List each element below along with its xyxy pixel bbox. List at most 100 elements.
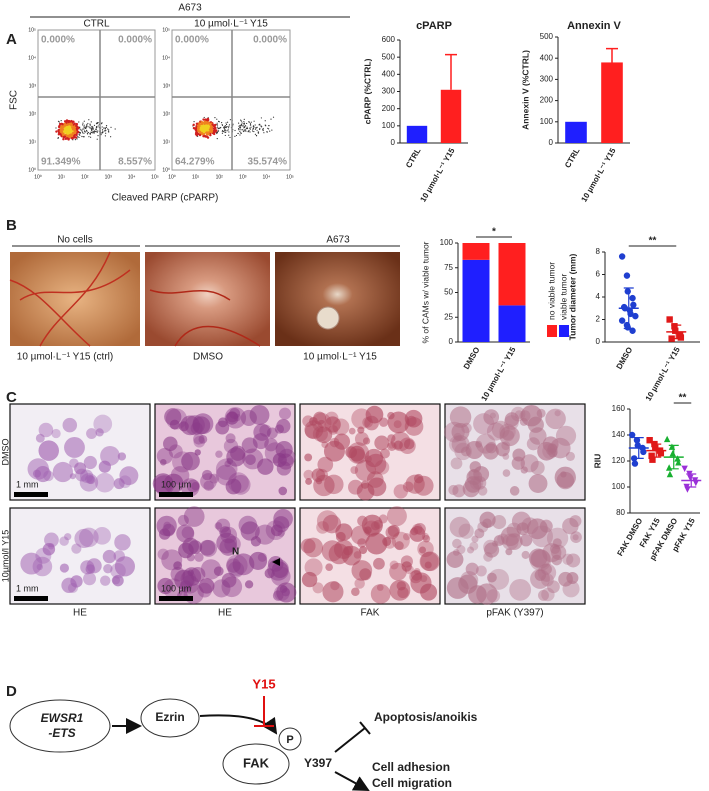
event-dot [66,134,69,138]
event-dot [202,118,205,121]
event-dot [83,120,85,122]
event-dot [222,130,224,132]
column-label: FAK [361,608,380,619]
point [628,431,636,439]
tissue [357,426,365,434]
tissue [303,537,324,558]
node [9,699,111,753]
event-dot [101,132,103,134]
tissue [95,472,115,493]
significance: ** [679,393,687,404]
tissue [270,524,283,537]
event-dot [259,123,261,125]
tissue [226,558,241,573]
event-dot [244,126,246,128]
event-dot [246,122,248,125]
event-dot [260,125,262,127]
tissue [458,574,478,594]
tissue [504,412,520,427]
tissue [482,518,492,529]
tissue [85,564,96,574]
event-dot [192,123,195,127]
tissue [250,536,262,547]
event-dot [207,118,210,122]
point [632,312,639,320]
tissue [351,587,360,597]
tissue [505,548,513,556]
event-dot [97,135,99,137]
tissue [458,523,474,539]
tissue [413,567,421,575]
tissue [399,437,416,455]
sd-bar [633,437,644,459]
flow-tick-label: 10⁵ [28,27,36,33]
event-dot [81,132,84,134]
event-dot [266,131,268,133]
tissue [38,422,54,438]
event-dot [224,125,226,127]
event-dot [84,130,86,132]
chart-title: Annexin V [567,20,621,32]
tissue [547,443,558,454]
flow-tick-label: 10⁵ [286,174,294,180]
event-dot [203,116,205,119]
event-dot [65,121,68,124]
event-dot [89,124,91,126]
bar [601,62,623,143]
tissue [279,585,288,593]
event-dot [71,131,75,135]
tissue [42,543,56,556]
event-dot [91,127,94,129]
bar-segment [498,243,526,306]
event-dot [226,130,228,132]
tissue [333,433,351,450]
y-tick-label: 500 [540,32,554,41]
tissue [420,551,440,572]
event-dot [228,131,230,133]
event-dot [110,136,112,138]
flow-tick-label: 10¹ [163,139,171,145]
event-dot [91,129,93,131]
x-tick-label: 10 µmol·L⁻¹ Y15 [418,146,456,204]
scale-bar [14,492,48,497]
point [623,272,631,279]
event-dot [97,130,99,132]
sd-bar [651,443,662,458]
tissue [554,410,561,417]
event-dot [101,126,103,128]
tissue [83,572,97,586]
scale-bar-label: 1 mm [16,479,39,489]
quadrant-percent: 91.349% [41,157,81,168]
event-dot [235,134,238,137]
tissue [482,443,499,460]
event-dot [57,129,60,132]
tissue [499,423,516,441]
tissue [193,433,205,445]
y-tick-label: 200 [540,96,554,105]
tissue [554,466,576,488]
event-dot [214,117,216,119]
tissue [526,437,540,451]
tissue [34,465,51,483]
tissue [110,563,126,579]
tissue [93,414,113,434]
event-dot [198,133,202,137]
tissue [570,531,582,543]
flow-tick-label: 10¹ [58,174,66,180]
flow-tick-label: 10⁴ [263,174,271,180]
event-dot [240,132,242,134]
event-dot [206,136,210,139]
event-dot [217,130,220,132]
event-dot [72,139,74,141]
y-axis-label: Annexin V (%CTRL) [520,50,530,130]
event-dot [88,119,90,121]
tissue [409,526,426,542]
point [671,323,678,330]
event-dot [104,127,106,129]
x-tick-label: CTRL [404,146,423,169]
event-dot [86,130,88,132]
panel-label: C [6,389,17,406]
event-dot [206,128,209,132]
bar [565,121,587,143]
tissue [351,560,373,581]
